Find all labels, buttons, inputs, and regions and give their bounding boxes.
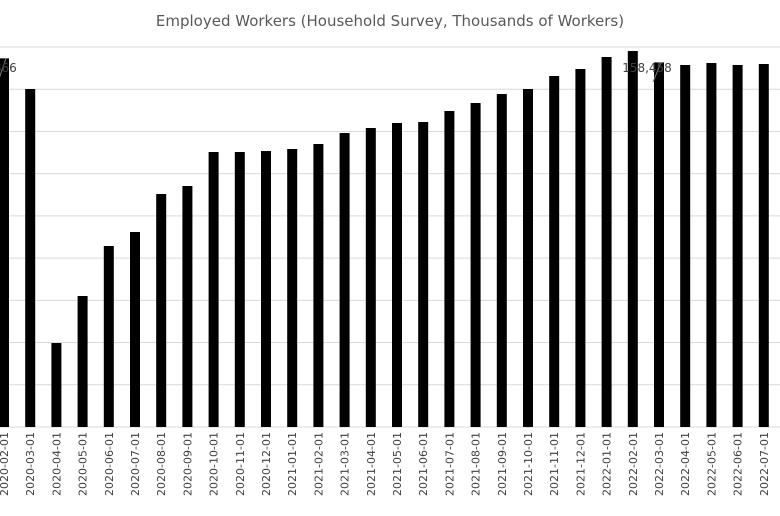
bar (261, 151, 271, 427)
bar (25, 89, 36, 427)
bar (601, 57, 612, 427)
bar (339, 133, 350, 427)
x-tick-label: 2020-06-01 (103, 432, 116, 496)
x-tick-label: 2021-09-01 (496, 432, 509, 496)
annotation-leader-line (652, 62, 662, 83)
x-tick-label: 2021-11-01 (548, 432, 561, 496)
x-tick-label: 2020-09-01 (181, 432, 194, 496)
bar (182, 186, 193, 427)
x-tick-label: 2021-06-01 (417, 432, 430, 496)
bar (0, 58, 9, 428)
bar (732, 65, 743, 427)
x-tick-label: 2020-12-01 (260, 432, 273, 496)
bar (234, 152, 245, 427)
bar (470, 103, 481, 427)
bar (444, 111, 455, 427)
bar (77, 296, 88, 427)
bar (418, 122, 429, 427)
x-tick-label: 2021-04-01 (365, 432, 378, 496)
bar (758, 64, 769, 427)
x-tick-labels: 2020-02-01 2020-03-01 2020-04-01 2020-05-01… (0, 432, 771, 496)
bar (706, 63, 717, 427)
bar (496, 94, 507, 427)
bar (365, 128, 376, 427)
x-tick-label: 2021-02-01 (312, 432, 325, 496)
bar (549, 76, 560, 427)
data-label: 158,866 (0, 61, 17, 75)
annotation-leader-line (0, 58, 7, 78)
x-tick-label: 2022-03-01 (653, 432, 666, 496)
x-tick-label: 2020-02-01 (0, 432, 11, 496)
x-tick-label: 2021-10-01 (522, 432, 535, 496)
x-tick-label: 2020-03-01 (24, 432, 37, 496)
x-tick-label: 2022-06-01 (732, 432, 745, 496)
bar (392, 123, 402, 427)
x-tick-label: 2020-07-01 (129, 432, 142, 496)
x-tick-label: 2020-10-01 (208, 432, 221, 496)
bar (627, 51, 638, 427)
bar (680, 65, 691, 427)
x-tick-label: 2022-07-01 (758, 432, 771, 496)
bars (0, 51, 769, 428)
bar (130, 232, 140, 427)
x-tick-label: 2021-12-01 (574, 432, 587, 496)
x-tick-label: 2020-04-01 (50, 432, 63, 496)
bar (51, 343, 62, 427)
x-tick-label: 2021-07-01 (443, 432, 456, 496)
data-label: 158,458 (622, 61, 672, 75)
x-tick-label: 2022-02-01 (627, 432, 640, 496)
x-tick-label: 2022-01-01 (601, 432, 614, 496)
annotations: 158,866 158,458 (0, 58, 672, 83)
x-tick-label: 2021-01-01 (286, 432, 299, 496)
x-tick-label: 2020-05-01 (77, 432, 90, 496)
x-tick-label: 2020-11-01 (234, 432, 247, 496)
x-tick-label: 2021-08-01 (470, 432, 483, 496)
bar (523, 89, 533, 427)
bar (156, 194, 167, 427)
x-tick-label: 2022-05-01 (705, 432, 718, 496)
bar (208, 152, 219, 427)
x-tick-label: 2022-04-01 (679, 432, 692, 496)
chart-title: Employed Workers (Household Survey, Thou… (156, 12, 624, 30)
x-tick-label: 2021-05-01 (391, 432, 404, 496)
x-tick-label: 2021-03-01 (339, 432, 352, 496)
bar (575, 69, 586, 427)
bar (654, 62, 664, 428)
bar (313, 144, 324, 427)
x-tick-label: 2020-08-01 (155, 432, 168, 496)
bar (287, 149, 298, 427)
bar (103, 246, 114, 427)
